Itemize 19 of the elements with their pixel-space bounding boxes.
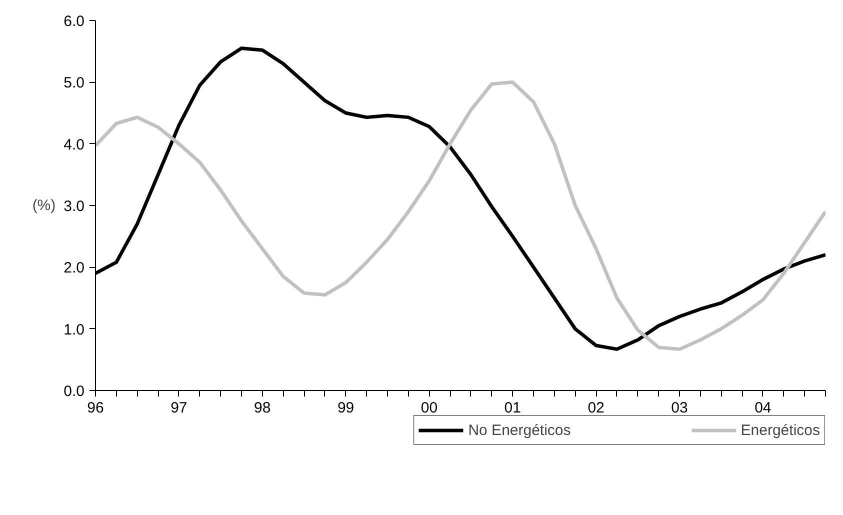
x-tick-label: 00: [420, 400, 438, 416]
y-axis-title: (%): [32, 197, 56, 214]
x-tick-label: 01: [504, 400, 521, 416]
y-tick-label: 1.0: [64, 321, 85, 338]
y-tick-label: 0.0: [64, 383, 85, 400]
y-tick-label: 5.0: [64, 74, 85, 92]
y-tick-label: 3.0: [64, 198, 85, 215]
legend-label: Energéticos: [740, 422, 820, 438]
y-tick-label: 6.0: [64, 13, 85, 30]
y-tick-label: 4.0: [64, 136, 85, 154]
legend-label: No Energéticos: [468, 422, 571, 438]
x-tick-label: 98: [254, 400, 271, 416]
x-tick-label: 96: [87, 400, 104, 416]
x-tick-label: 97: [170, 400, 188, 416]
x-tick-label: 99: [337, 400, 354, 416]
x-tick-label: 04: [754, 400, 772, 416]
x-tick-label: 02: [588, 400, 604, 416]
y-tick-label: 2.0: [64, 260, 85, 277]
x-tick-label: 03: [671, 400, 688, 416]
